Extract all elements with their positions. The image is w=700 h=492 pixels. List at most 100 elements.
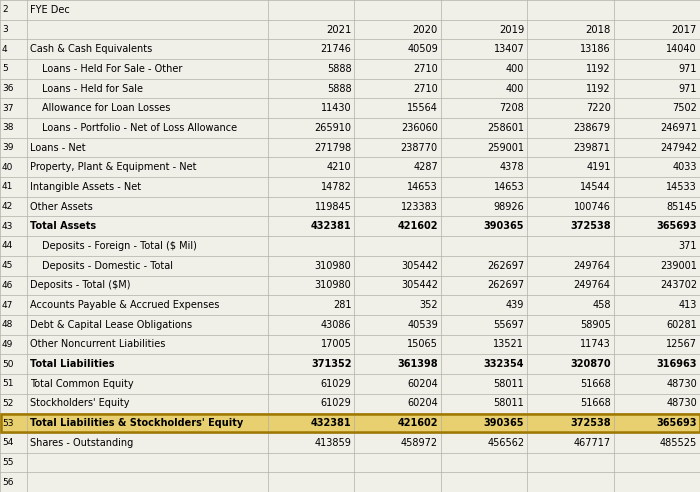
Text: 238770: 238770 [400,143,438,153]
Text: 41: 41 [2,183,13,191]
Text: 119845: 119845 [314,202,351,212]
Text: 17005: 17005 [321,339,351,349]
Text: 55: 55 [2,458,13,467]
Text: 15065: 15065 [407,339,438,349]
Text: 1192: 1192 [586,64,610,74]
Text: 40539: 40539 [407,320,438,330]
Text: Shares - Outstanding: Shares - Outstanding [29,438,133,448]
Text: Total Common Equity: Total Common Equity [29,379,133,389]
Text: 7502: 7502 [672,103,697,113]
Text: 400: 400 [506,64,524,74]
Text: 238679: 238679 [573,123,610,133]
Text: 14533: 14533 [666,182,697,192]
Text: 361398: 361398 [397,359,438,369]
Bar [0,98,700,118]
Text: 13186: 13186 [580,44,610,54]
Text: 247942: 247942 [660,143,697,153]
Text: 14653: 14653 [407,182,438,192]
Text: 456562: 456562 [487,438,524,448]
Text: 372538: 372538 [570,418,610,428]
Text: 85145: 85145 [666,202,697,212]
Text: Loans - Held For Sale - Other: Loans - Held For Sale - Other [42,64,183,74]
Bar [0,216,700,236]
Bar [0,335,700,354]
Text: 432381: 432381 [311,418,351,428]
Bar [0,236,700,256]
Text: 2710: 2710 [413,64,438,74]
Bar [0,276,700,295]
Text: 4: 4 [2,45,8,54]
Text: 439: 439 [506,300,524,310]
Bar [0,315,700,335]
Text: 2: 2 [2,5,8,14]
Bar [0,157,700,177]
Bar [0,295,700,315]
Text: Property, Plant & Equipment - Net: Property, Plant & Equipment - Net [29,162,196,172]
Text: Loans - Net: Loans - Net [29,143,85,153]
Text: 365693: 365693 [657,418,697,428]
Bar [0,354,700,374]
Text: 60204: 60204 [407,379,438,389]
Text: 262697: 262697 [487,280,524,290]
Text: 265910: 265910 [314,123,351,133]
Bar [0,59,700,79]
Text: Total Liabilities: Total Liabilities [29,359,114,369]
Text: 365693: 365693 [657,221,697,231]
Text: 2018: 2018 [585,25,610,34]
Text: 4191: 4191 [586,162,610,172]
Text: 413: 413 [678,300,697,310]
Text: 48: 48 [2,320,13,329]
Text: 21746: 21746 [321,44,351,54]
Bar [0,453,700,472]
Text: 46: 46 [2,281,13,290]
Text: 44: 44 [2,242,13,250]
Text: 2021: 2021 [326,25,351,34]
Text: 60281: 60281 [666,320,697,330]
Text: 7208: 7208 [500,103,524,113]
Text: Loans - Held for Sale: Loans - Held for Sale [42,84,144,93]
Text: 258601: 258601 [487,123,524,133]
Bar [0,413,700,433]
Text: 243702: 243702 [660,280,697,290]
Text: 400: 400 [506,84,524,93]
Text: 432381: 432381 [311,221,351,231]
Text: 971: 971 [678,84,697,93]
Text: 239001: 239001 [660,261,697,271]
Bar [1,414,699,432]
Text: 236060: 236060 [401,123,438,133]
Text: FYE Dec: FYE Dec [29,5,69,15]
Text: 421602: 421602 [398,418,438,428]
Text: Other Noncurrent Liabilities: Other Noncurrent Liabilities [29,339,165,349]
Bar [0,177,700,197]
Text: 7220: 7220 [586,103,610,113]
Text: 11743: 11743 [580,339,610,349]
Text: 310980: 310980 [315,280,351,290]
Bar [0,0,700,20]
Bar [0,79,700,98]
Text: 1192: 1192 [586,84,610,93]
Text: 5888: 5888 [327,84,351,93]
Bar [0,433,700,453]
Text: 352: 352 [419,300,438,310]
Text: 52: 52 [2,399,13,408]
Text: 3: 3 [2,25,8,34]
Bar [0,39,700,59]
Text: 413859: 413859 [314,438,351,448]
Text: 45: 45 [2,261,13,270]
Text: 37: 37 [2,104,13,113]
Text: Total Assets: Total Assets [29,221,96,231]
Text: 249764: 249764 [573,280,610,290]
Text: 36: 36 [2,84,13,93]
Text: 485525: 485525 [659,438,697,448]
Text: Accounts Payable & Accrued Expenses: Accounts Payable & Accrued Expenses [29,300,219,310]
Text: 5888: 5888 [327,64,351,74]
Text: 2019: 2019 [499,25,524,34]
Text: 332354: 332354 [484,359,524,369]
Text: 55697: 55697 [494,320,524,330]
Text: 48730: 48730 [666,399,697,408]
Text: Stockholders' Equity: Stockholders' Equity [29,399,129,408]
Text: 12567: 12567 [666,339,697,349]
Text: Deposits - Domestic - Total: Deposits - Domestic - Total [42,261,173,271]
Text: Other Assets: Other Assets [29,202,92,212]
Text: 51668: 51668 [580,399,610,408]
